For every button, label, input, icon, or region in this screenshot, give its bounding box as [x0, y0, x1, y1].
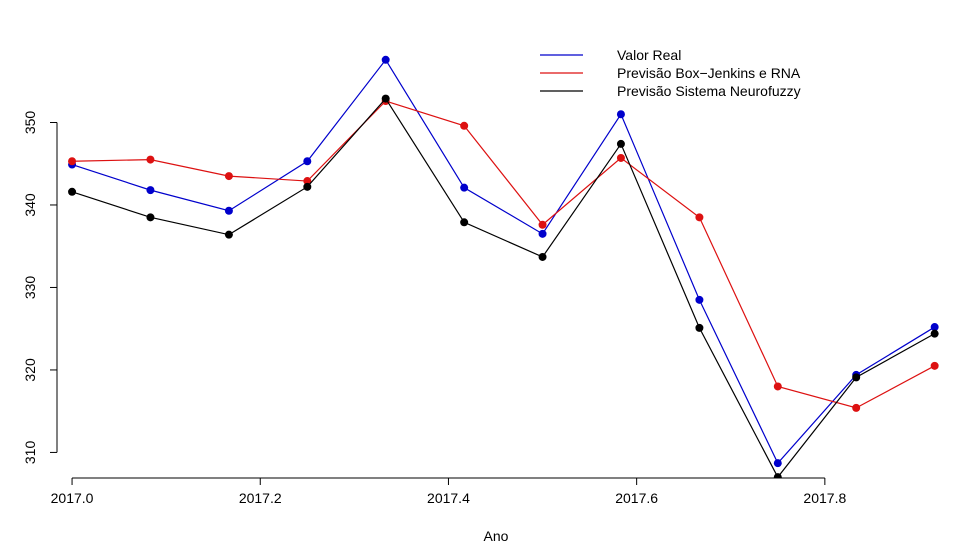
- x-tick-label: 2017.6: [615, 490, 658, 506]
- x-tick-label: 2017.0: [51, 490, 94, 506]
- data-point: [538, 220, 547, 229]
- legend-label: Previsão Sistema Neurofuzzy: [617, 83, 801, 99]
- data-point: [695, 213, 704, 222]
- legend-label: Previsão Box−Jenkins e RNA: [617, 65, 801, 81]
- data-point: [303, 177, 312, 186]
- data-point: [381, 94, 390, 103]
- data-point: [460, 218, 469, 227]
- data-point: [538, 229, 547, 238]
- series-line: [71, 58, 935, 465]
- axes: 310 320 330 340 350 2017.0 2017.2 2017.4 2017.6 2…: [22, 111, 846, 506]
- data-point: [930, 329, 939, 338]
- data-point: [616, 139, 625, 148]
- data-point: [773, 459, 782, 468]
- data-point: [303, 182, 312, 191]
- series-layer: [68, 55, 939, 478]
- x-tick-label: 2017.2: [239, 490, 282, 506]
- x-tick-label: 2017.8: [803, 490, 846, 506]
- series-line: [71, 97, 935, 478]
- legend: Valor Real Previsão Box−Jenkins e RNA Prev…: [540, 47, 801, 99]
- data-point: [224, 206, 233, 215]
- data-point: [224, 172, 233, 181]
- data-point: [460, 183, 469, 192]
- series-3: [68, 94, 939, 478]
- data-point: [616, 110, 625, 119]
- y-tick-label: 310: [22, 441, 38, 465]
- series-1: [68, 55, 939, 468]
- data-point: [146, 155, 155, 164]
- y-tick-label: 320: [22, 358, 38, 382]
- series-2: [68, 97, 939, 412]
- data-point: [538, 252, 547, 261]
- data-point: [303, 157, 312, 166]
- data-point: [852, 403, 861, 412]
- data-point: [381, 55, 390, 64]
- y-tick-label: 330: [22, 276, 38, 300]
- y-tick-label: 340: [22, 193, 38, 217]
- data-point: [146, 213, 155, 222]
- data-point: [224, 230, 233, 239]
- data-point: [695, 323, 704, 332]
- data-point: [852, 373, 861, 382]
- data-point: [146, 186, 155, 195]
- series-line: [72, 100, 935, 409]
- x-tick-label: 2017.4: [427, 490, 470, 506]
- data-point: [68, 187, 77, 196]
- y-tick-label: 350: [22, 111, 38, 135]
- data-point: [695, 295, 704, 304]
- data-point: [930, 323, 939, 332]
- legend-label: Valor Real: [617, 47, 681, 63]
- data-point: [616, 153, 625, 162]
- data-point: [773, 382, 782, 391]
- data-point: [68, 157, 77, 166]
- data-point: [930, 361, 939, 370]
- x-axis-label: Ano: [484, 528, 509, 544]
- data-point: [460, 121, 469, 130]
- data-point: [773, 473, 782, 478]
